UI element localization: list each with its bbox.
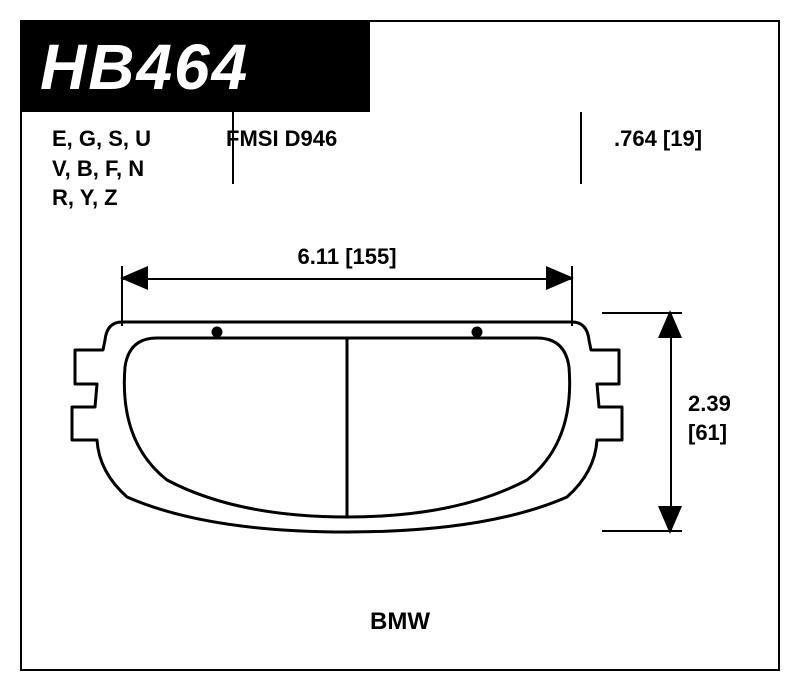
height-dim-line [670, 312, 672, 532]
thickness-value: .764 [19] [522, 124, 702, 222]
codes-line-2: V, B, F, N [52, 154, 222, 184]
height-label: 2.39 [61] [688, 390, 731, 447]
height-dimension: 2.39 [61] [640, 312, 760, 532]
codes-line-3: R, Y, Z [52, 183, 222, 213]
spec-sheet-container: HB464 E, G, S, U V, B, F, N R, Y, Z FMSI… [20, 20, 780, 671]
fmsi-code: FMSI D946 [222, 124, 522, 222]
arrow-up-icon [658, 310, 682, 338]
width-inches: 6.11 [297, 244, 339, 269]
rivet-hole [473, 328, 481, 336]
divider-1 [232, 112, 234, 184]
brake-pad-drawing [67, 312, 627, 552]
width-mm: [155] [345, 244, 396, 269]
arrow-right-icon [546, 266, 574, 290]
width-label: 6.11 [155] [122, 244, 572, 270]
rivet-hole [213, 328, 221, 336]
width-dim-line [122, 278, 572, 280]
compound-codes: E, G, S, U V, B, F, N R, Y, Z [22, 124, 222, 222]
arrow-left-icon [120, 266, 148, 290]
divider-2 [580, 112, 582, 184]
diagram-area: 6.11 [155] 2.39 [61] [22, 222, 778, 652]
codes-line-1: E, G, S, U [52, 124, 222, 154]
info-row: E, G, S, U V, B, F, N R, Y, Z FMSI D946 … [22, 112, 778, 222]
part-number: HB464 [40, 30, 352, 104]
height-mm: [61] [688, 419, 731, 448]
height-inches: 2.39 [688, 390, 731, 419]
header-bar: HB464 [22, 22, 370, 112]
brand-label: BMW [22, 608, 778, 636]
